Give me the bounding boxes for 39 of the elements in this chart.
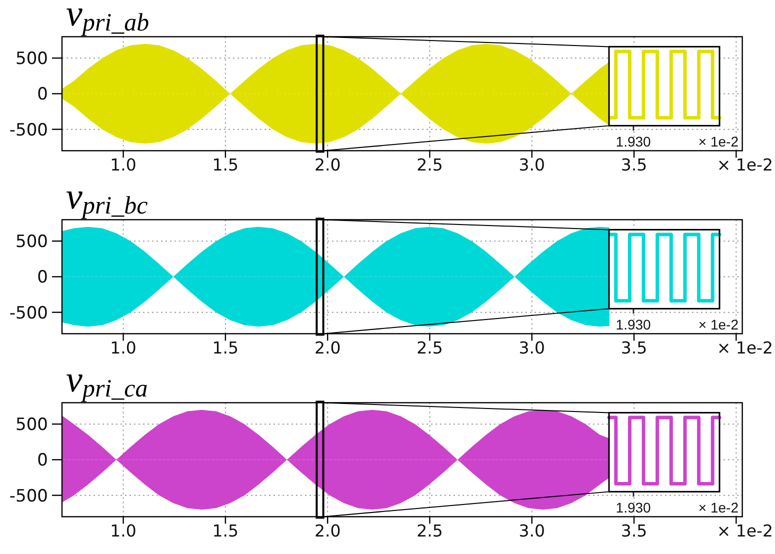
x-axis-title: × 1e-2 bbox=[716, 522, 773, 541]
x-tick-label: 3.5 bbox=[620, 338, 648, 358]
y-tick-label: 500 bbox=[16, 49, 48, 70]
x-tick-label: 3.5 bbox=[620, 156, 648, 175]
annotation: 1.930 bbox=[616, 500, 652, 516]
x-tick-label: 1.5 bbox=[212, 522, 239, 541]
annotation: × 1e-2 bbox=[698, 134, 739, 150]
y-tick-label: 0 bbox=[37, 84, 48, 105]
x-tick-label: 2.5 bbox=[416, 338, 443, 358]
x-tick-label: 1.5 bbox=[212, 156, 239, 175]
x-tick-label: 1.0 bbox=[110, 156, 136, 175]
chart-title: v$_{pri_ca}$ bbox=[66, 360, 148, 403]
x-tick-label: 2.0 bbox=[314, 522, 341, 541]
y-tick-label: 0 bbox=[37, 450, 48, 471]
x-tick-label: 2.5 bbox=[416, 156, 443, 175]
chart-title: v$_{pri_ab}$ bbox=[66, 0, 150, 37]
x-axis-title: × 1e-2 bbox=[716, 338, 773, 358]
chart-title: v$_{pri_bc}$ bbox=[66, 176, 148, 220]
y-tick-label: 0 bbox=[37, 268, 48, 288]
annotation: × 1e-2 bbox=[698, 316, 739, 333]
x-tick-label: 3.0 bbox=[518, 156, 545, 175]
x-tick-label: 3.5 bbox=[620, 522, 648, 541]
y-tick-label: 500 bbox=[16, 415, 48, 436]
y-tick-label: 500 bbox=[16, 232, 48, 252]
x-tick-label: 2.0 bbox=[314, 156, 341, 175]
x-tick-label: 2.0 bbox=[314, 338, 341, 358]
annotation: 1.930 bbox=[616, 134, 652, 150]
annotation: 1.930 bbox=[616, 316, 652, 333]
x-tick-label: 3.0 bbox=[518, 338, 545, 358]
y-tick-label: -500 bbox=[9, 303, 48, 324]
x-axis-title: × 1e-2 bbox=[716, 156, 773, 175]
y-tick-label: -500 bbox=[9, 120, 48, 140]
x-tick-label: 2.5 bbox=[416, 522, 443, 541]
x-tick-label: 3.0 bbox=[518, 522, 545, 541]
x-tick-label: 1.0 bbox=[110, 338, 136, 358]
x-tick-label: 1.0 bbox=[110, 522, 136, 541]
x-tick-label: 1.5 bbox=[212, 338, 239, 358]
y-tick-label: -500 bbox=[9, 486, 48, 506]
annotation: × 1e-2 bbox=[698, 500, 739, 516]
